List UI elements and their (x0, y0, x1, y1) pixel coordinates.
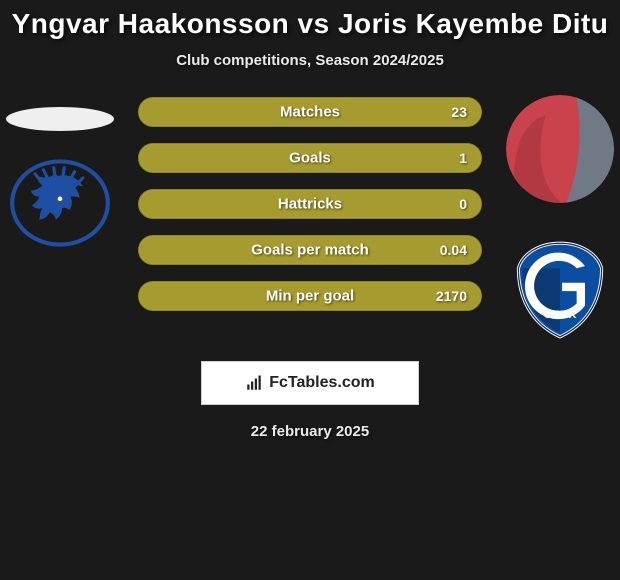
svg-text:GENK: GENK (543, 309, 577, 321)
comparison-arena: GENK Matches 23 Goals 1 Hattricks 0 (0, 87, 620, 337)
stat-label: Matches (280, 104, 340, 121)
stat-label: Min per goal (266, 288, 354, 305)
stat-label: Goals (289, 150, 331, 167)
stat-right-value: 0.04 (440, 242, 467, 258)
player-left-photo-placeholder (6, 107, 114, 131)
stat-row: Hattricks 0 (138, 189, 482, 219)
player-right-column: GENK (500, 87, 620, 337)
page-title: Yngvar Haakonsson vs Joris Kayembe Ditu (0, 0, 620, 46)
stat-right-value: 1 (459, 150, 467, 166)
player-right-photo (506, 95, 614, 203)
brand-text: FcTables.com (269, 374, 375, 392)
page-subtitle: Club competitions, Season 2024/2025 (0, 52, 620, 69)
gent-logo-icon (8, 151, 112, 255)
stat-row: Goals per match 0.04 (138, 235, 482, 265)
bars-icon (245, 374, 263, 392)
stat-label: Hattricks (278, 196, 342, 213)
comparison-card: Yngvar Haakonsson vs Joris Kayembe Ditu … (0, 0, 620, 440)
footer-date: 22 february 2025 (0, 423, 620, 440)
stat-right-value: 2170 (436, 288, 467, 304)
genk-logo-icon: GENK (508, 237, 612, 341)
club-right-badge: GENK (508, 237, 612, 341)
stat-right-value: 23 (451, 104, 467, 120)
stat-right-value: 0 (459, 196, 467, 212)
stat-row: Matches 23 (138, 97, 482, 127)
stat-label: Goals per match (251, 242, 369, 259)
stat-row: Min per goal 2170 (138, 281, 482, 311)
stat-row: Goals 1 (138, 143, 482, 173)
brand-link[interactable]: FcTables.com (201, 361, 419, 405)
club-left-badge (8, 151, 112, 255)
player-left-column (0, 87, 120, 337)
stats-list: Matches 23 Goals 1 Hattricks 0 Goals per… (138, 97, 482, 311)
player-photo-icon (506, 95, 614, 203)
